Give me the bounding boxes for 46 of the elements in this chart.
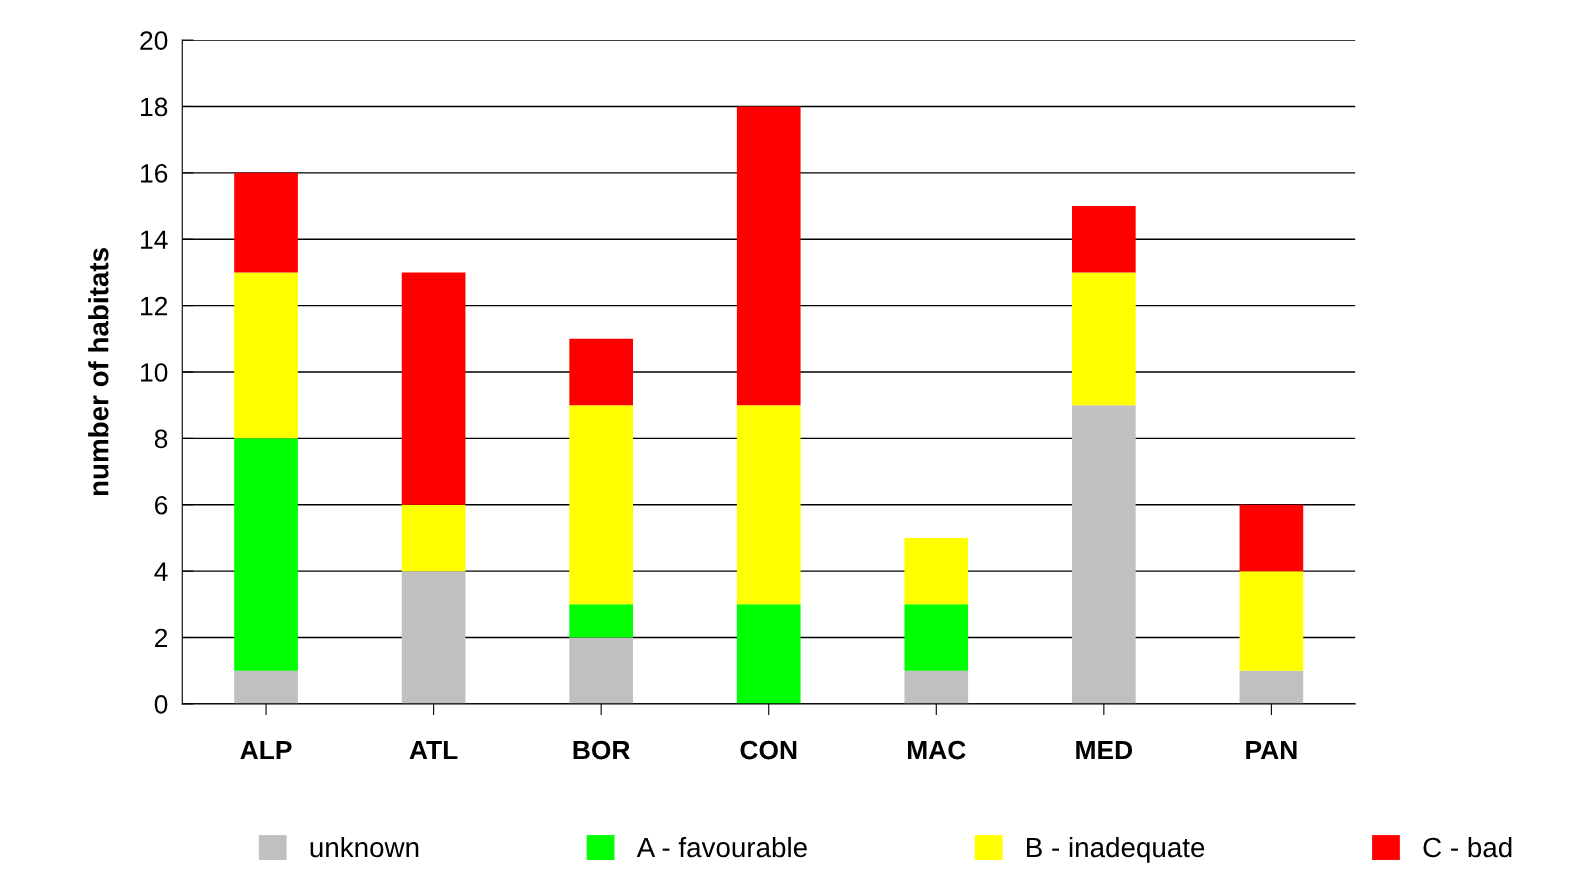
y-tick-label: 12 — [141, 296, 168, 316]
bar — [904, 537, 969, 605]
x-tick-label: ALP — [240, 740, 292, 760]
x-tick-label: PAN — [1246, 740, 1297, 760]
y-tick-label: 0 — [154, 695, 168, 714]
y-tick-label: 18 — [141, 97, 168, 117]
y-axis-title: number of habitats — [88, 248, 109, 496]
bar — [1239, 670, 1304, 704]
bar — [1239, 504, 1304, 572]
bar — [1072, 272, 1136, 406]
x-tick-label: BOR — [573, 740, 630, 760]
bar — [736, 405, 801, 605]
x-tick-label: MED — [1076, 740, 1133, 760]
bar — [904, 670, 969, 704]
legend-label: A - favourable — [636, 836, 807, 858]
bar — [1072, 405, 1136, 704]
bar — [736, 106, 801, 406]
bar — [234, 670, 298, 704]
y-tick-label: 20 — [140, 31, 168, 50]
y-tick-label: 14 — [141, 230, 168, 249]
bar — [1239, 571, 1304, 671]
legend-label: B - inadequate — [1027, 836, 1205, 863]
bar — [401, 272, 466, 505]
x-tick-label: MAC — [908, 740, 966, 760]
legend-label: unknown — [310, 836, 419, 858]
bar — [736, 604, 801, 704]
y-tick-label: 2 — [155, 628, 168, 648]
bar — [569, 637, 633, 704]
x-tick-label: ATL — [409, 740, 458, 760]
y-tick-label: 10 — [141, 363, 168, 382]
bar — [401, 571, 466, 704]
bar — [234, 272, 298, 439]
bar — [234, 438, 298, 671]
y-tick-label: 4 — [154, 562, 168, 581]
y-tick-label: 16 — [141, 163, 168, 183]
bar — [401, 504, 466, 572]
bar — [1072, 206, 1136, 273]
bar — [904, 604, 969, 671]
legend-label: C - bad — [1423, 836, 1512, 858]
y-tick-label: 6 — [155, 495, 168, 515]
x-tick-label: CON — [740, 740, 797, 760]
bar — [569, 405, 633, 605]
bar — [569, 604, 633, 638]
bar — [569, 338, 633, 406]
bar — [234, 172, 298, 273]
y-tick-label: 8 — [154, 429, 168, 449]
